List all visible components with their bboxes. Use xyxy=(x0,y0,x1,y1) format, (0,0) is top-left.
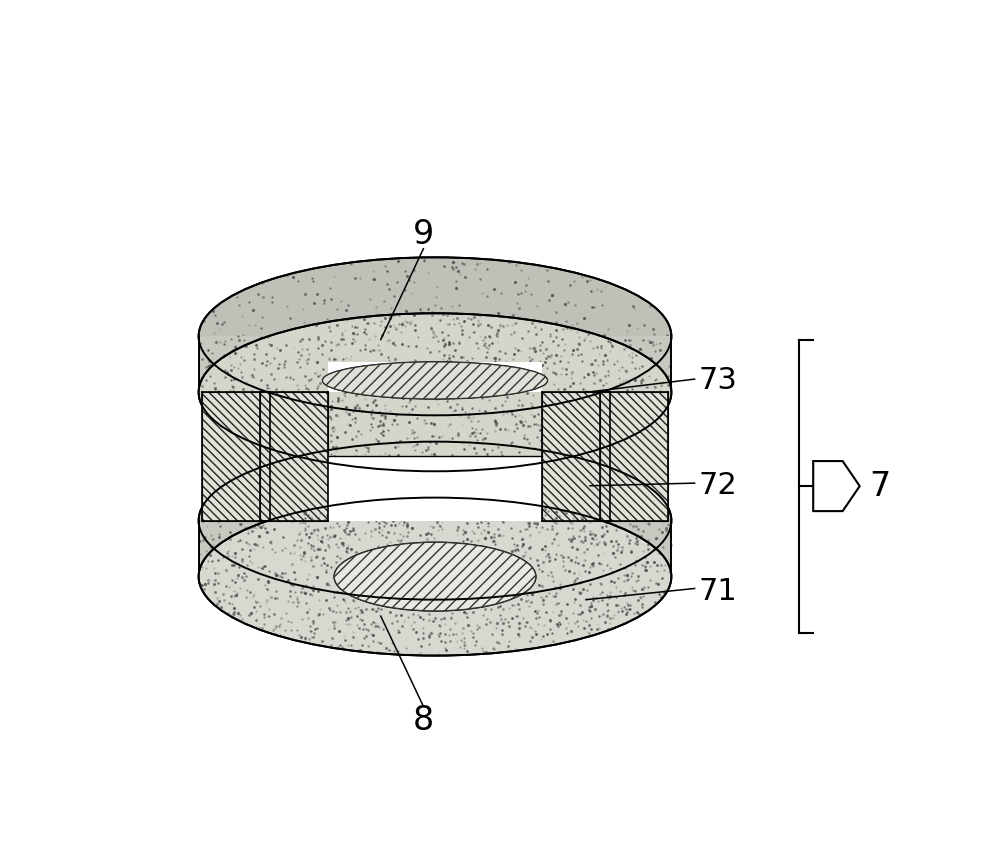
Bar xyxy=(260,392,328,521)
Text: 71: 71 xyxy=(698,576,737,605)
Text: 9: 9 xyxy=(413,218,434,251)
Ellipse shape xyxy=(334,542,536,610)
Text: 7: 7 xyxy=(869,469,890,503)
Text: 72: 72 xyxy=(698,471,737,500)
Text: 8: 8 xyxy=(413,704,434,737)
Bar xyxy=(328,457,542,521)
Bar xyxy=(199,521,671,576)
Polygon shape xyxy=(813,461,860,511)
Ellipse shape xyxy=(199,257,671,416)
Bar xyxy=(542,392,610,521)
Ellipse shape xyxy=(323,362,547,398)
Ellipse shape xyxy=(199,313,671,471)
Ellipse shape xyxy=(334,542,536,610)
Text: 73: 73 xyxy=(698,366,737,395)
Ellipse shape xyxy=(323,362,547,398)
Ellipse shape xyxy=(199,498,671,656)
Bar xyxy=(600,392,668,521)
Bar xyxy=(328,362,542,392)
Bar xyxy=(199,336,671,392)
Bar xyxy=(202,392,270,521)
Ellipse shape xyxy=(199,442,671,599)
